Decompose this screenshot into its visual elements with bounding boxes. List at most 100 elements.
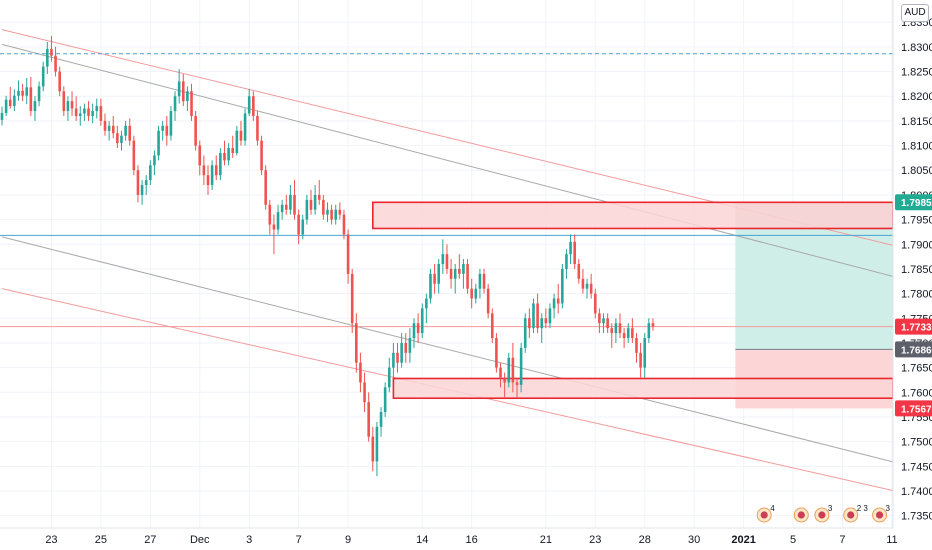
candle-body: [116, 133, 119, 144]
candle-body: [581, 278, 585, 289]
candle-body: [219, 152, 222, 176]
time-tick-label: 25: [95, 534, 107, 546]
price-axis[interactable]: 1.735001.740001.745001.750001.755001.760…: [892, 0, 932, 550]
price-badge: [895, 194, 932, 211]
candle-body: [503, 377, 506, 383]
candle-body: [8, 99, 12, 107]
candle-body: [453, 268, 457, 279]
event-flag-icon: [847, 511, 855, 519]
candle-body: [83, 108, 86, 114]
candle-body: [99, 106, 103, 121]
candle-body: [235, 130, 239, 153]
candle-body: [177, 81, 181, 97]
horizontal-levels[interactable]: [0, 53, 893, 328]
economic-event-icons[interactable]: 4 3 2 3 3: [756, 504, 891, 523]
candle-body: [247, 96, 251, 114]
candle-body: [120, 135, 123, 144]
candle-body: [260, 140, 263, 171]
candle-body: [21, 90, 24, 96]
time-axis[interactable]: 23 25 27 Dec 3 7 9 14 16 21 23 28 30 2021 5 7 11: [0, 527, 932, 550]
time-tick-label: 16: [466, 534, 478, 546]
candle-body: [301, 219, 305, 235]
candle-body: [478, 273, 482, 289]
candle-body: [614, 323, 618, 334]
candle-body: [429, 273, 432, 299]
candle-body: [289, 194, 292, 210]
price-badge-label: 1.75673: [901, 404, 932, 415]
candle-body: [556, 298, 560, 304]
price-tick-label: 1.76000: [901, 387, 932, 399]
price-tick-label: 1.73500: [901, 511, 932, 523]
candle-body: [598, 313, 601, 324]
candle-body: [194, 115, 197, 146]
price-tick-label: 1.82500: [901, 67, 932, 79]
candle-body: [78, 113, 82, 116]
candle-body: [458, 268, 461, 274]
candle-body: [338, 209, 342, 215]
time-tick-label: 7: [296, 534, 302, 546]
event-count: 3: [886, 504, 891, 513]
time-tick-label: 2021: [731, 534, 755, 546]
time-tick-label: 5: [790, 534, 796, 546]
candle-body: [523, 318, 527, 348]
candle-body: [499, 367, 502, 378]
candle-body: [231, 148, 235, 153]
candle-body: [256, 115, 259, 141]
candle-body: [544, 318, 548, 324]
time-tick-label: 21: [540, 534, 552, 546]
candle-body: [297, 214, 300, 235]
candle-body: [540, 318, 544, 329]
candle-body: [243, 113, 247, 141]
time-tick-label: 3: [246, 534, 252, 546]
time-tick-label: 30: [688, 534, 700, 546]
candle-body: [445, 254, 449, 269]
candle-body: [420, 308, 424, 334]
candle-body: [136, 170, 140, 195]
candle-body: [190, 91, 193, 116]
price-tick-label: 1.83000: [901, 42, 932, 54]
candle-body: [350, 273, 354, 324]
candle-body: [359, 362, 362, 383]
candle-body: [280, 204, 284, 213]
price-tick-label: 1.74000: [901, 486, 932, 498]
candle-body: [58, 71, 61, 92]
candle-body: [268, 204, 272, 225]
candle-body: [404, 342, 408, 353]
candle-body: [486, 288, 490, 314]
candle-body: [149, 165, 152, 181]
candle-body: [528, 318, 531, 329]
candle-body: [593, 293, 597, 314]
candle-body: [50, 48, 53, 56]
price-tick-label: 1.82000: [901, 91, 932, 103]
currency-label[interactable]: AUD: [901, 4, 929, 22]
candle-body: [91, 111, 94, 116]
price-badge-label: 1.76869: [901, 345, 932, 356]
candle-body: [507, 357, 511, 383]
candle-body: [651, 323, 655, 327]
candle-body: [264, 170, 267, 205]
candle-body: [206, 175, 210, 186]
candle-body: [313, 194, 317, 210]
candle-body: [66, 101, 70, 112]
candle-body: [181, 81, 185, 102]
time-tick-label: 23: [45, 534, 57, 546]
price-badge: [895, 341, 932, 358]
candle-body: [62, 91, 66, 112]
candle-body: [111, 125, 115, 134]
candle-body: [210, 165, 214, 186]
candle-body: [602, 318, 605, 324]
price-tick-label: 1.75000: [901, 437, 932, 449]
candle-body: [626, 328, 630, 339]
candle-body: [346, 234, 350, 274]
position-tool[interactable]: [735, 202, 893, 409]
candle-body: [606, 318, 609, 329]
event-flag-icon: [875, 511, 884, 519]
candle-body: [317, 194, 321, 200]
candle-body: [495, 338, 498, 368]
candle-body: [239, 130, 243, 141]
candle-body: [577, 264, 581, 279]
event-count: 2 3: [857, 504, 869, 513]
candle-body: [334, 209, 338, 220]
candle-body: [330, 209, 333, 220]
